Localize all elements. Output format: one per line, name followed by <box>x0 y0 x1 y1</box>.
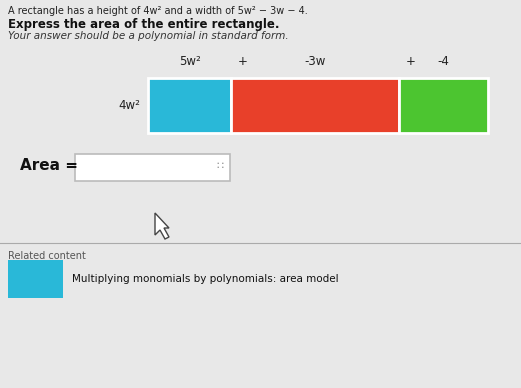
Text: +: + <box>406 55 416 68</box>
Text: Express the area of the entire rectangle.: Express the area of the entire rectangle… <box>8 18 279 31</box>
Text: +: + <box>238 55 248 68</box>
Text: 5w²: 5w² <box>179 55 201 68</box>
Text: Related content: Related content <box>8 251 86 261</box>
Text: A rectangle has a height of 4w² and a width of 5w² − 3w − 4.: A rectangle has a height of 4w² and a wi… <box>8 6 308 16</box>
Text: ∷: ∷ <box>216 161 224 171</box>
Bar <box>399 78 488 133</box>
Polygon shape <box>155 213 169 239</box>
Text: Your answer should be a polynomial in standard form.: Your answer should be a polynomial in st… <box>8 31 289 41</box>
Text: Multiplying monomials by polynomials: area model: Multiplying monomials by polynomials: ar… <box>72 274 339 284</box>
Text: -3w: -3w <box>304 55 326 68</box>
Bar <box>8 260 63 298</box>
Bar <box>231 78 399 133</box>
Text: Area =: Area = <box>20 159 78 173</box>
FancyBboxPatch shape <box>75 154 230 181</box>
Bar <box>148 78 231 133</box>
Text: -4: -4 <box>438 55 450 68</box>
Text: 4w²: 4w² <box>118 99 140 112</box>
